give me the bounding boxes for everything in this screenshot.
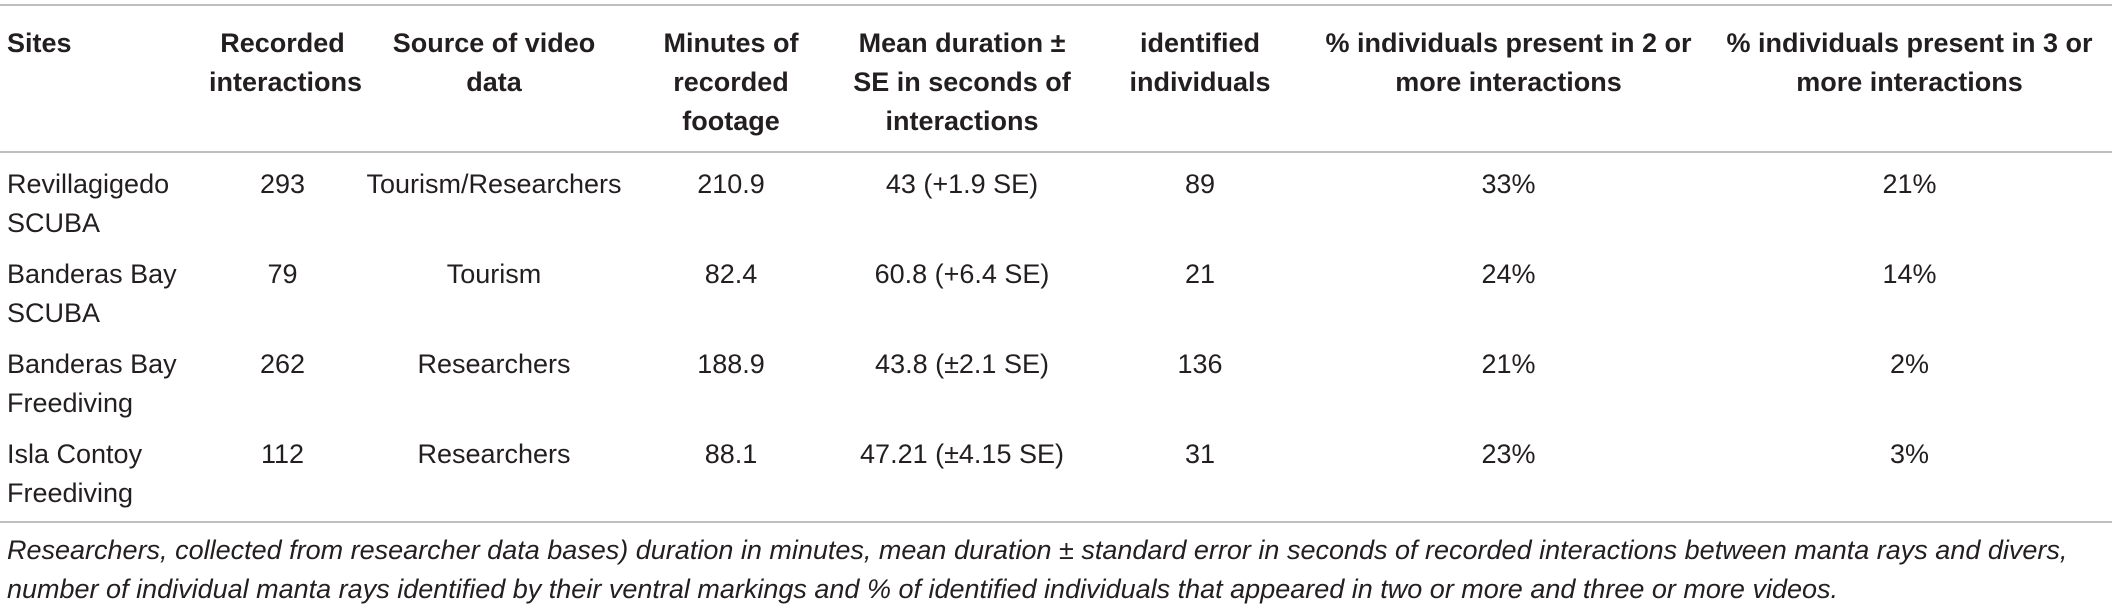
cell-recorded-interactions: 293 bbox=[259, 169, 306, 199]
cell-source: Tourism/Researchers bbox=[366, 169, 622, 199]
cell-minutes: 88.1 bbox=[704, 439, 758, 469]
header-mean-duration: Mean duration ± SE in seconds of interac… bbox=[853, 28, 1071, 136]
cell-pct-3: 2% bbox=[1889, 349, 1930, 379]
header-minutes-of-footage: Minutes of recorded footage bbox=[663, 28, 799, 136]
cell-recorded-interactions: 262 bbox=[259, 349, 306, 379]
cell-pct-2: 33% bbox=[1481, 169, 1536, 199]
header-pct-3-or-more: % individuals present in 3 or more inter… bbox=[1726, 28, 2093, 97]
cell-mean-duration: 43 (+1.9 SE) bbox=[885, 169, 1039, 199]
cell-pct-2: 23% bbox=[1481, 439, 1536, 469]
header-source-of-video-data: Source of video data bbox=[392, 28, 596, 97]
cell-site: Banderas Bay Freediving bbox=[7, 349, 177, 418]
cell-pct-3: 14% bbox=[1882, 259, 1937, 289]
cell-minutes: 188.9 bbox=[697, 349, 765, 379]
data-table: Sites Recorded interactions Source of vi… bbox=[0, 4, 2112, 523]
table-header: Sites Recorded interactions Source of vi… bbox=[0, 5, 2112, 152]
cell-pct-2: 21% bbox=[1481, 349, 1536, 379]
cell-mean-duration: 47.21 (±4.15 SE) bbox=[860, 439, 1064, 469]
cell-site: Banderas Bay SCUBA bbox=[7, 259, 177, 328]
cell-pct-3: 3% bbox=[1889, 439, 1930, 469]
header-sites: Sites bbox=[7, 28, 72, 58]
header-pct-2-or-more: % individuals present in 2 or more inter… bbox=[1325, 28, 1692, 97]
header-recorded-interactions: Recorded interactions bbox=[209, 28, 363, 97]
table-row: Isla Contoy Freediving 112 Researchers 8… bbox=[0, 428, 2112, 522]
cell-identified: 31 bbox=[1184, 439, 1216, 469]
header-identified-individuals: identified individuals bbox=[1129, 28, 1271, 97]
cell-source: Researchers bbox=[417, 439, 571, 469]
table-caption: Researchers, collected from researcher d… bbox=[7, 535, 2068, 604]
cell-pct-2: 24% bbox=[1481, 259, 1536, 289]
header-row: Sites Recorded interactions Source of vi… bbox=[0, 5, 2112, 152]
table-row: Revillagigedo SCUBA 293 Tourism/Research… bbox=[0, 152, 2112, 248]
cell-mean-duration: 60.8 (+6.4 SE) bbox=[874, 259, 1050, 289]
table-row: Banderas Bay SCUBA 79 Tourism 82.4 60.8 … bbox=[0, 248, 2112, 338]
cell-site: Isla Contoy Freediving bbox=[7, 439, 143, 508]
cell-minutes: 82.4 bbox=[704, 259, 758, 289]
cell-recorded-interactions: 79 bbox=[267, 259, 298, 289]
table-body: Revillagigedo SCUBA 293 Tourism/Research… bbox=[0, 152, 2112, 522]
cell-minutes: 210.9 bbox=[697, 169, 765, 199]
cell-source: Tourism bbox=[446, 259, 542, 289]
cell-source: Researchers bbox=[417, 349, 571, 379]
cell-identified: 21 bbox=[1184, 259, 1216, 289]
cell-identified: 89 bbox=[1184, 169, 1216, 199]
cell-identified: 136 bbox=[1177, 349, 1223, 379]
cell-recorded-interactions: 112 bbox=[260, 439, 305, 469]
table-row: Banderas Bay Freediving 262 Researchers … bbox=[0, 338, 2112, 428]
cell-pct-3: 21% bbox=[1882, 169, 1937, 199]
cell-site: Revillagigedo SCUBA bbox=[7, 169, 170, 238]
cell-mean-duration: 43.8 (±2.1 SE) bbox=[875, 349, 1049, 379]
